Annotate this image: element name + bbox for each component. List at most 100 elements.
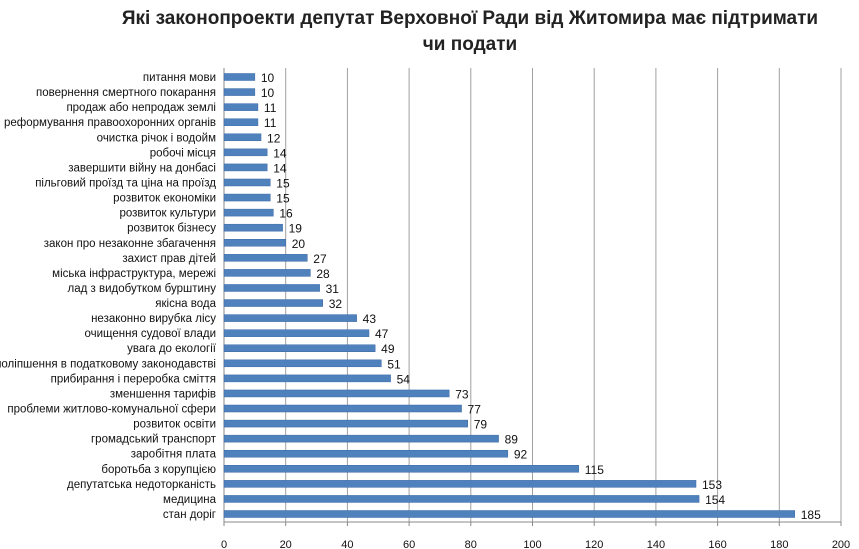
category-label: проблеми житлово-комунальної сфери bbox=[7, 404, 216, 416]
x-tick-label: 0 bbox=[221, 539, 227, 549]
chart-title-line-1: Які законопроекти депутат Верховної Ради… bbox=[121, 8, 819, 29]
category-label: лад з видобутком бурштину bbox=[68, 283, 217, 295]
category-label: пільговий проїзд та ціна на проїзд bbox=[35, 177, 216, 189]
data-label: 16 bbox=[279, 207, 293, 221]
bar bbox=[223, 389, 450, 398]
bar bbox=[223, 223, 283, 232]
data-label: 11 bbox=[264, 101, 277, 115]
category-label: стан доріг bbox=[163, 509, 216, 521]
bar bbox=[223, 419, 468, 428]
bar bbox=[223, 299, 323, 307]
bar bbox=[223, 344, 376, 352]
chart-title: Які законопроекти депутат Верховної Ради… bbox=[40, 6, 859, 58]
bar bbox=[223, 374, 391, 383]
x-tick-label: 60 bbox=[403, 539, 415, 549]
bar bbox=[223, 404, 462, 413]
x-tick-label: 20 bbox=[280, 539, 292, 549]
category-label: очищення судової влади bbox=[85, 328, 217, 340]
chart-title-line-2: чи подати bbox=[422, 34, 518, 55]
category-label: міська інфраструктура, мережі bbox=[52, 268, 216, 280]
data-label: 31 bbox=[326, 282, 340, 296]
category-label: розвиток бізнесу bbox=[127, 223, 216, 235]
category-label: закон про незаконне збагачення bbox=[44, 238, 216, 250]
category-label: розвиток освіти bbox=[133, 419, 216, 431]
data-label: 43 bbox=[363, 312, 377, 326]
data-label: 32 bbox=[329, 297, 343, 311]
data-label: 15 bbox=[276, 176, 290, 190]
category-label: продаж або непродаж землі bbox=[66, 102, 216, 114]
x-tick-label: 140 bbox=[647, 539, 665, 549]
data-label: 154 bbox=[705, 493, 725, 507]
data-label: 20 bbox=[292, 237, 306, 251]
bar bbox=[223, 510, 795, 518]
category-label: боротьба з корупцією bbox=[101, 464, 216, 476]
data-label: 89 bbox=[505, 433, 519, 447]
bar bbox=[223, 480, 697, 488]
bar bbox=[223, 359, 382, 368]
data-label: 14 bbox=[273, 161, 287, 175]
data-label: 73 bbox=[455, 387, 469, 401]
bar bbox=[223, 73, 256, 81]
bar bbox=[223, 434, 499, 443]
x-tick-label: 80 bbox=[465, 539, 477, 549]
bar bbox=[223, 193, 271, 202]
bar bbox=[223, 254, 308, 262]
category-label: зменшення тарифів bbox=[110, 388, 216, 400]
x-tick-label: 160 bbox=[708, 539, 726, 549]
category-label: робочі місця bbox=[150, 147, 216, 159]
bar bbox=[223, 314, 357, 322]
bar bbox=[223, 239, 286, 247]
category-label: повернення смертного покарання bbox=[36, 87, 216, 99]
data-label: 92 bbox=[514, 448, 528, 462]
category-label: якісна вода bbox=[155, 298, 216, 310]
data-label: 27 bbox=[313, 252, 327, 266]
category-label: прибирання і переробка сміття bbox=[51, 373, 216, 385]
category-label: увага до екології bbox=[127, 343, 217, 355]
data-label: 49 bbox=[381, 342, 395, 356]
category-label: заробітня плата bbox=[131, 449, 217, 461]
bar bbox=[223, 208, 274, 217]
bar bbox=[223, 163, 268, 172]
data-label: 79 bbox=[474, 418, 488, 432]
x-tick-label: 100 bbox=[523, 539, 541, 549]
category-label: очистка річок і водойм bbox=[97, 132, 216, 144]
bar bbox=[223, 284, 320, 292]
data-label: 51 bbox=[387, 357, 401, 371]
bar bbox=[223, 103, 259, 111]
data-label: 185 bbox=[801, 508, 821, 522]
category-label: розвиток економіки bbox=[113, 193, 216, 205]
category-label: захист прав дітей bbox=[122, 253, 216, 265]
bar bbox=[223, 118, 259, 126]
x-tick-label: 200 bbox=[832, 539, 850, 549]
category-label: розвиток культури bbox=[119, 208, 216, 220]
bar bbox=[223, 465, 580, 473]
data-label: 14 bbox=[273, 146, 287, 160]
data-label: 115 bbox=[585, 463, 604, 477]
bar bbox=[223, 449, 509, 458]
category-label: питання мови bbox=[143, 72, 216, 84]
category-label: завершити війну на донбасі bbox=[68, 162, 216, 174]
category-label: громадський транспорт bbox=[91, 434, 217, 446]
data-label: 153 bbox=[702, 478, 722, 492]
data-label: 19 bbox=[289, 222, 303, 236]
bar bbox=[223, 329, 370, 337]
bar bbox=[223, 269, 311, 277]
data-label: 12 bbox=[267, 131, 281, 145]
x-tick-label: 40 bbox=[341, 539, 353, 549]
bar bbox=[223, 88, 256, 96]
x-tick-label: 180 bbox=[770, 539, 788, 549]
data-label: 54 bbox=[397, 372, 411, 386]
category-label: реформування правоохоронних органів bbox=[4, 117, 216, 129]
bar bbox=[223, 148, 268, 157]
category-label: медицина bbox=[163, 494, 217, 506]
category-label: депутатська недоторканість bbox=[67, 479, 216, 491]
bar bbox=[223, 133, 262, 142]
data-label: 10 bbox=[261, 86, 275, 100]
x-tick-label: 120 bbox=[585, 539, 603, 549]
category-label: поліпшення в податковому законодавстві bbox=[0, 358, 216, 370]
bar bbox=[223, 495, 700, 503]
data-label: 47 bbox=[375, 327, 389, 341]
data-label: 28 bbox=[316, 267, 330, 281]
category-label: незаконно вирубка лісу bbox=[91, 313, 216, 325]
